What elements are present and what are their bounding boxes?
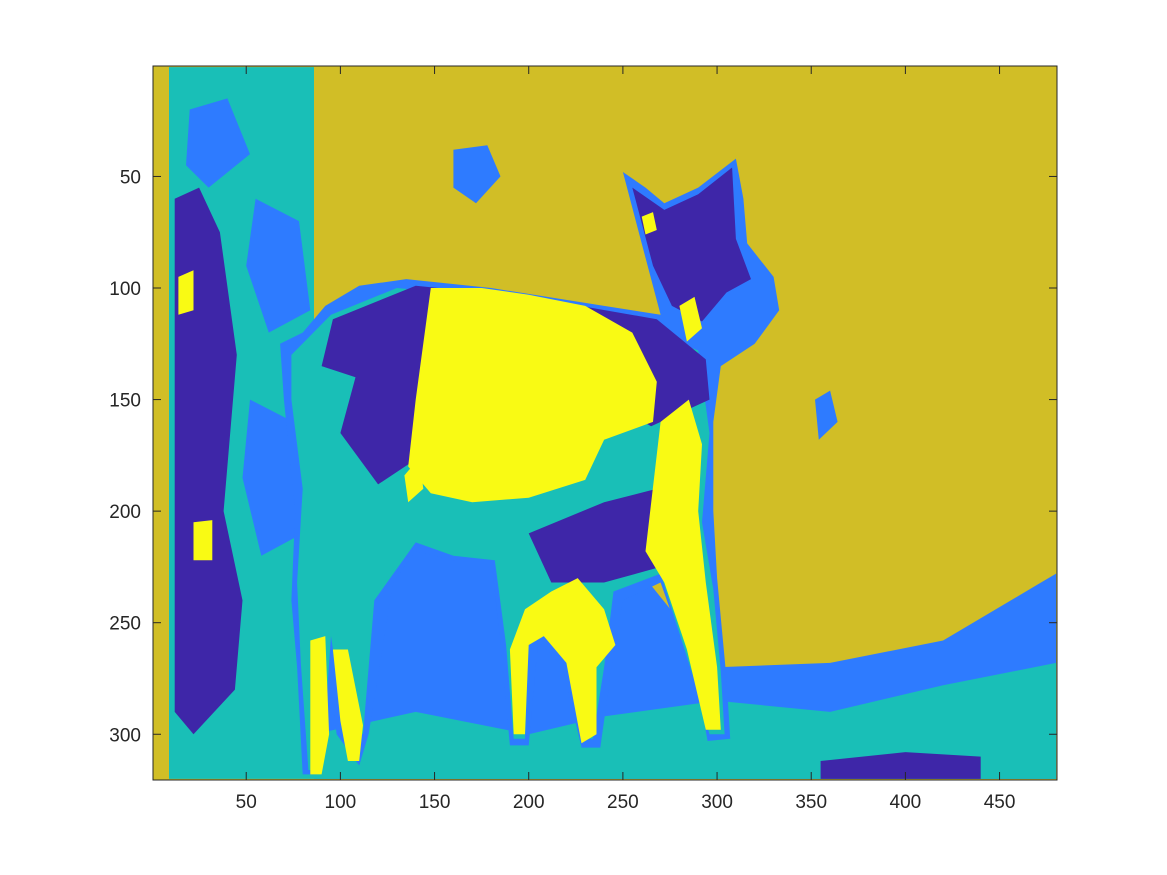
region-patch-blue-1 bbox=[453, 145, 501, 204]
x-tick-label: 300 bbox=[701, 792, 733, 813]
x-axis: 50 100 150 200 250 300 350 400 450 bbox=[236, 66, 1016, 813]
region-deer-yellow-rump bbox=[404, 457, 424, 503]
region-deer-yellow-foreleg-2 bbox=[509, 578, 616, 744]
region-patch-blue-2 bbox=[815, 390, 838, 440]
y-tick-label: 300 bbox=[109, 725, 141, 746]
x-tick-label: 200 bbox=[513, 792, 545, 813]
region-deer-yellow-foreleg bbox=[645, 399, 721, 730]
y-tick-label: 250 bbox=[109, 614, 141, 635]
region-ground-dark-strip bbox=[820, 752, 981, 779]
region-deer-yellow-ear bbox=[641, 212, 657, 235]
y-tick-label: 150 bbox=[109, 391, 141, 412]
y-tick-label: 100 bbox=[109, 279, 141, 300]
x-tick-label: 100 bbox=[325, 792, 357, 813]
region-ground-teal bbox=[314, 662, 1057, 779]
y-axis: 50 100 150 200 250 300 bbox=[109, 167, 1057, 746]
region-trunk-blue-2 bbox=[246, 198, 311, 333]
region-trunk-blue-3 bbox=[242, 399, 303, 556]
x-tick-label: 450 bbox=[984, 792, 1016, 813]
region-deer-yellow-flank bbox=[408, 288, 657, 503]
axes-box bbox=[152, 65, 1058, 781]
y-tick-label: 50 bbox=[120, 167, 141, 188]
plot-area bbox=[153, 66, 1057, 780]
region-trunk-yellow-1 bbox=[178, 270, 194, 315]
region-deer-yellow-hind-leg-2 bbox=[332, 649, 363, 761]
region-trunk-blue-1 bbox=[186, 98, 250, 188]
y-tick-label: 200 bbox=[109, 502, 141, 523]
x-tick-label: 350 bbox=[795, 792, 827, 813]
region-trunk-left-dark bbox=[174, 187, 243, 735]
x-tick-label: 250 bbox=[607, 792, 639, 813]
region-trunk-yellow-2 bbox=[193, 520, 213, 561]
x-tick-label: 150 bbox=[419, 792, 451, 813]
region-deer-yellow-hind-leg bbox=[310, 636, 330, 775]
region-deer-dark-head bbox=[632, 167, 751, 322]
region-deer-dark-belly bbox=[528, 488, 680, 583]
region-deer-yellow-chin bbox=[679, 296, 702, 342]
x-tick-label: 50 bbox=[236, 792, 257, 813]
x-tick-label: 400 bbox=[890, 792, 922, 813]
